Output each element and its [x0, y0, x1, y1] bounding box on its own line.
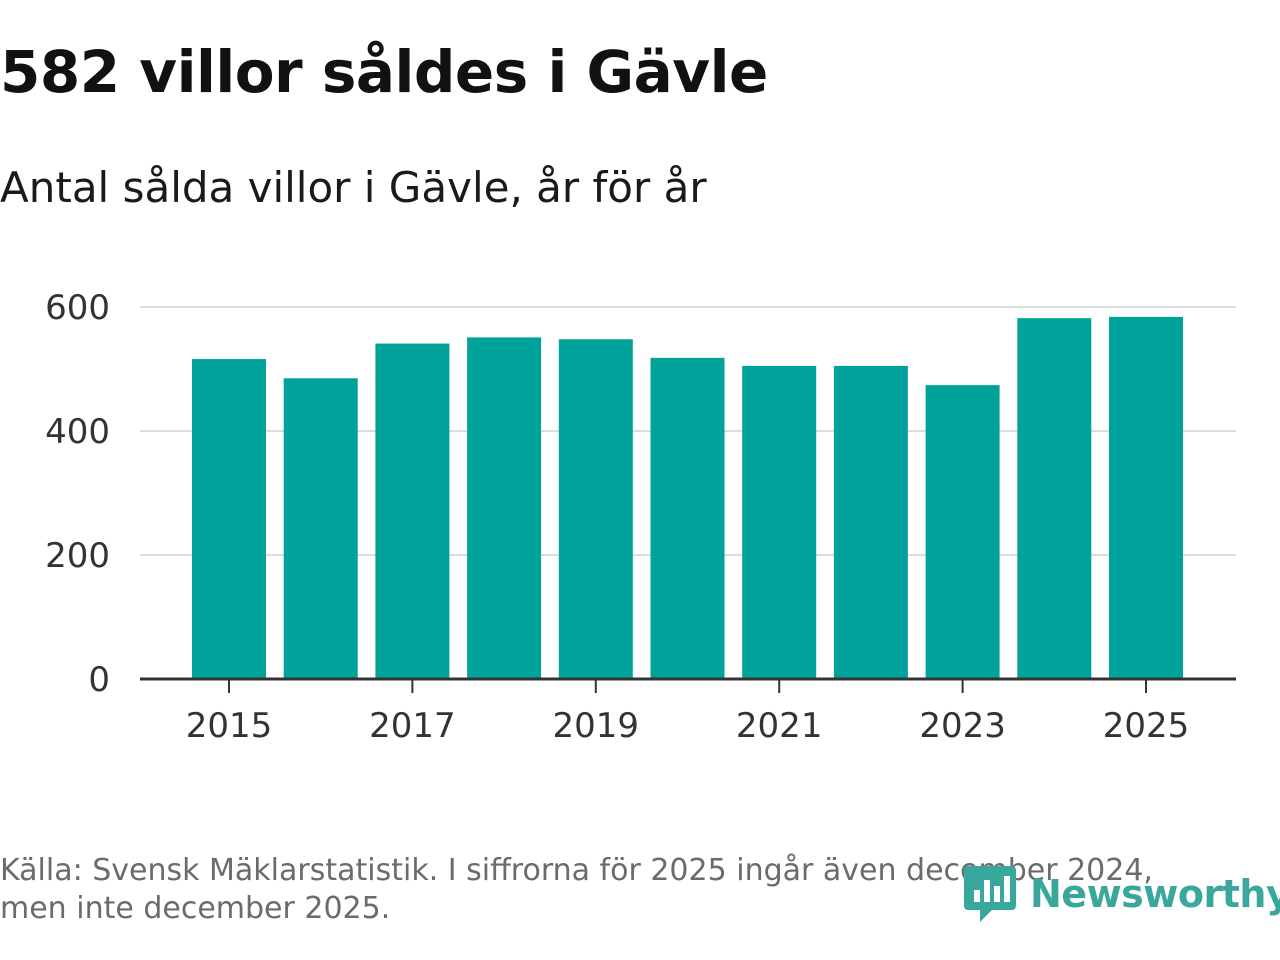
bar-2023 [925, 385, 1000, 679]
source-note: Källa: Svensk Mäklarstatistik. I siffror… [0, 852, 1220, 929]
x-tick-label: 2021 [736, 706, 823, 746]
bar-2021 [742, 365, 817, 679]
source-line-2: men inte december 2025. [0, 891, 391, 927]
bar-2018 [467, 337, 542, 679]
newsworthy-logo: Newsworthy [962, 862, 1280, 926]
bar-2015 [192, 359, 266, 679]
y-tick-label: 0 [88, 660, 110, 700]
bars [192, 316, 1183, 679]
logo-text: Newsworthy [1030, 872, 1280, 916]
bar-2016 [283, 378, 358, 679]
x-tick-label: 2017 [369, 706, 456, 746]
x-axis [140, 677, 1236, 693]
bar-2017 [375, 343, 450, 679]
bar-2020 [650, 357, 725, 679]
bar-2019 [558, 339, 633, 679]
source-line-1: Källa: Svensk Mäklarstatistik. I siffror… [0, 853, 1153, 888]
bar-2025 [1109, 316, 1183, 679]
x-tick-labels: 2015 2017 2019 2021 2023 2025 [186, 706, 1190, 746]
y-tick-label: 600 [45, 288, 110, 328]
x-tick-label: 2025 [1103, 706, 1190, 746]
y-tick-label: 400 [45, 412, 110, 452]
chart-title: 582 villor såldes i Gävle [0, 38, 768, 106]
bar-2024 [1017, 318, 1092, 679]
y-tick-labels: 0 200 400 600 [45, 288, 110, 700]
chart-subtitle: Antal sålda villor i Gävle, år för år [0, 163, 707, 212]
x-tick-label: 2023 [919, 706, 1006, 746]
y-tick-label: 200 [45, 536, 110, 576]
x-tick-label: 2019 [553, 706, 640, 746]
bar-chart: 0 200 400 600 2015 2017 2019 2021 2023 2025 [45, 288, 1236, 746]
newsworthy-logo-icon [964, 866, 1016, 922]
bar-2022 [833, 365, 908, 679]
x-tick-label: 2015 [186, 706, 273, 746]
